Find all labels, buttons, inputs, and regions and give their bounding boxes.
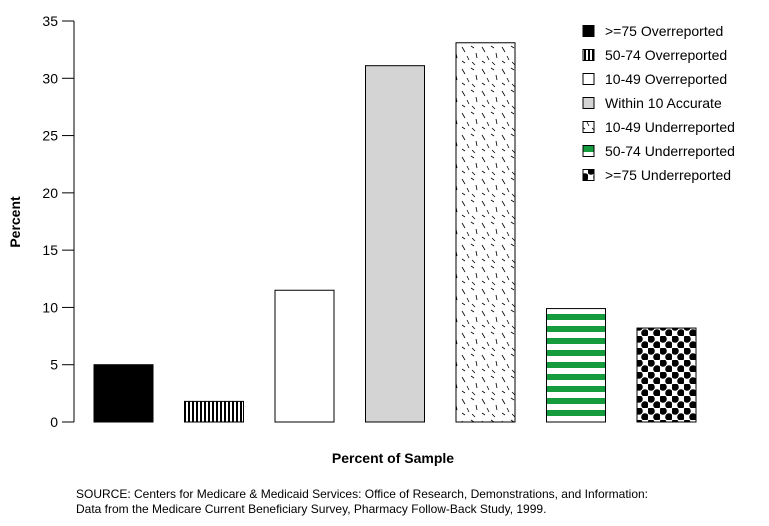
legend-label: >=75 Underreported bbox=[605, 167, 731, 183]
y-tick-label: 35 bbox=[42, 13, 58, 29]
legend-swatch bbox=[582, 25, 595, 37]
bar bbox=[365, 65, 425, 423]
x-axis-title: Percent of Sample bbox=[332, 450, 454, 466]
legend-label: 50-74 Overreported bbox=[605, 47, 727, 63]
y-tick-label: 25 bbox=[42, 128, 58, 144]
y-tick-label: 20 bbox=[42, 185, 58, 201]
bar bbox=[546, 308, 606, 423]
legend-swatch bbox=[582, 97, 595, 109]
y-tick-label: 15 bbox=[42, 242, 58, 258]
legend-label: 10-49 Overreported bbox=[605, 71, 727, 87]
legend-label: 10-49 Underreported bbox=[605, 119, 735, 135]
legend-swatch bbox=[582, 169, 595, 181]
bar bbox=[274, 289, 335, 423]
legend-swatch bbox=[582, 145, 595, 157]
legend-label: Within 10 Accurate bbox=[605, 95, 722, 111]
legend-swatch bbox=[582, 73, 595, 85]
bar bbox=[455, 42, 516, 423]
y-axis: 0 5 10 15 20 25 30 35 bbox=[42, 13, 75, 430]
legend-label: >=75 Overreported bbox=[605, 23, 723, 39]
bar bbox=[636, 327, 697, 423]
source-line-2: Data from the Medicare Current Beneficia… bbox=[76, 502, 547, 516]
bar bbox=[184, 400, 244, 423]
legend: >=75 Overreported 50-74 Overreported 10-49… bbox=[582, 23, 735, 183]
y-tick-label: 10 bbox=[42, 299, 58, 315]
source-note: SOURCE: Centers for Medicare & Medicaid … bbox=[76, 487, 756, 517]
legend-swatch bbox=[582, 49, 595, 61]
bars bbox=[93, 42, 697, 423]
y-tick-label: 0 bbox=[50, 414, 58, 430]
legend-label: 50-74 Underreported bbox=[605, 143, 735, 159]
y-tick-label: 30 bbox=[42, 70, 58, 86]
bar bbox=[93, 364, 154, 423]
source-line-1: SOURCE: Centers for Medicare & Medicaid … bbox=[76, 487, 649, 501]
y-axis-title: Percent bbox=[7, 196, 23, 248]
y-tick-label: 5 bbox=[50, 357, 58, 373]
legend-swatch bbox=[582, 121, 595, 133]
